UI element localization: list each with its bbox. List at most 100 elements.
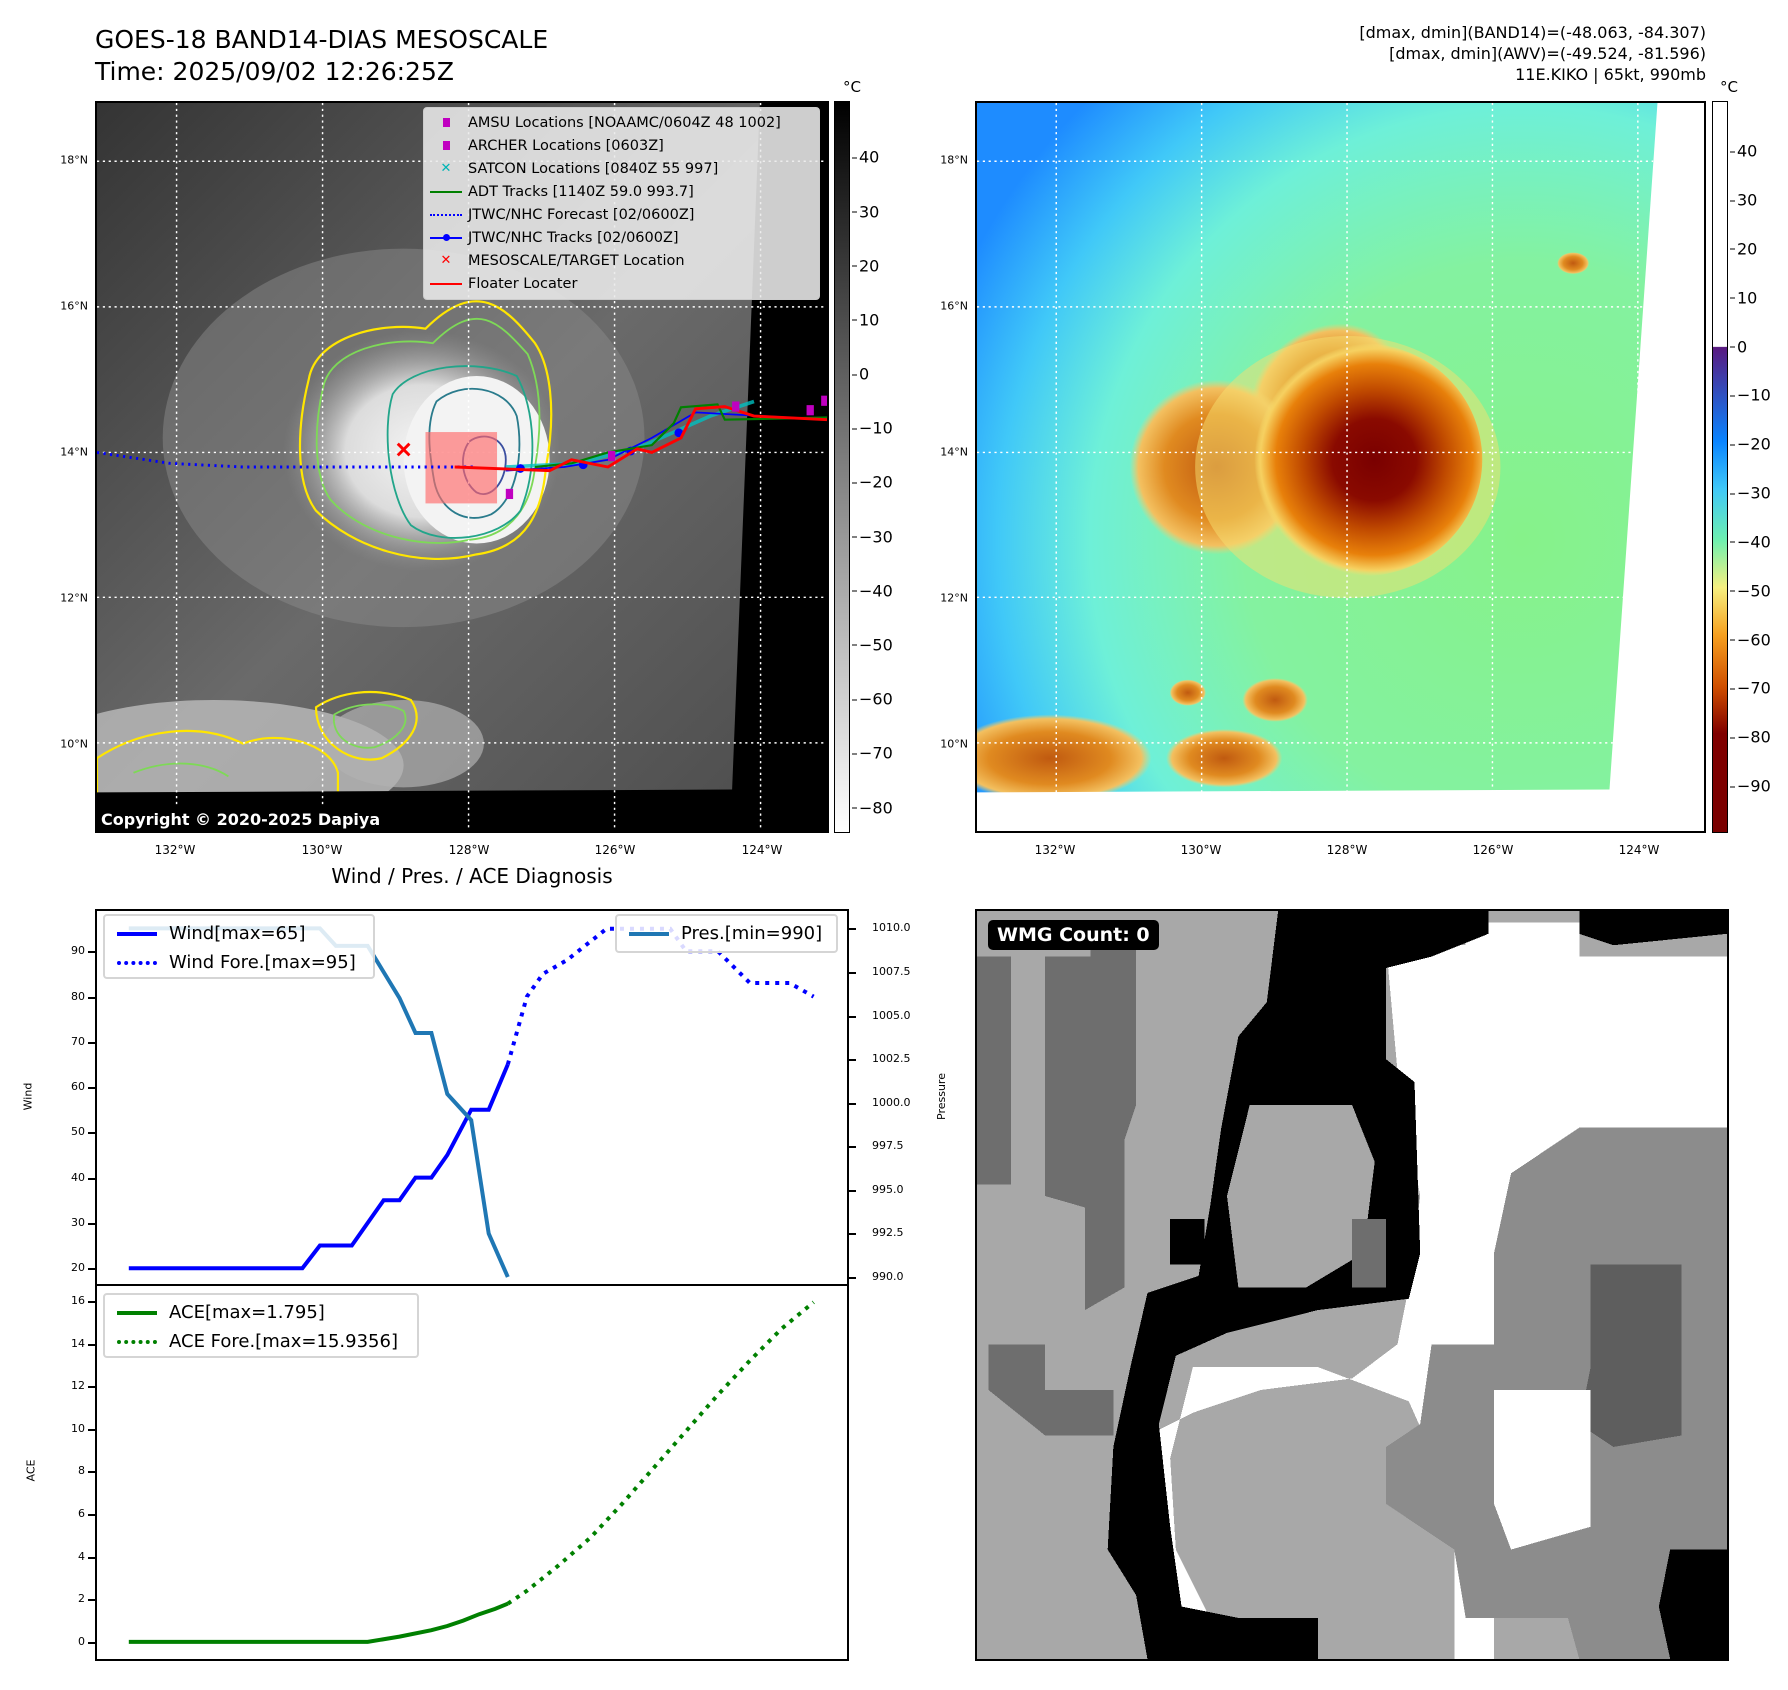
copyright-label: Copyright © 2020-2025 Dapiya xyxy=(95,807,387,832)
colorbar-tick: 30 xyxy=(851,202,880,222)
right-colorbar xyxy=(1712,101,1728,833)
colorbar-tick: 20 xyxy=(1729,239,1758,259)
left-tick-label: 50 xyxy=(71,1125,85,1139)
colorbar-tick: −80 xyxy=(852,798,893,818)
lon-tick: 128°W xyxy=(448,843,490,857)
lon-tick: 124°W xyxy=(741,843,783,857)
left-tick-mark xyxy=(88,1386,95,1389)
left-tick-label: 6 xyxy=(78,1507,85,1521)
right-tick-mark xyxy=(849,928,856,931)
wmg-imagery xyxy=(977,911,1727,1659)
left-tick-mark xyxy=(88,1471,95,1474)
left-tick-label: 20 xyxy=(71,1261,85,1275)
left-tick-mark xyxy=(88,1556,95,1559)
right-tick-mark xyxy=(849,972,856,974)
lon-tick: 132°W xyxy=(154,843,196,857)
square-marker-icon xyxy=(424,118,468,127)
left-tick-mark xyxy=(88,1041,95,1044)
left-tick-mark xyxy=(88,1087,95,1090)
colorbar-tick: −90 xyxy=(1730,776,1771,796)
product-title: GOES-18 BAND14-DIAS MESOSCALE xyxy=(95,25,549,54)
right-tick-mark xyxy=(849,1015,856,1018)
lat-tick: 16°N xyxy=(940,299,968,313)
colorbar-tick: −60 xyxy=(1730,630,1771,650)
left-tick-label: 8 xyxy=(78,1464,85,1478)
left-tick-label: 16 xyxy=(71,1293,85,1307)
series-line-pres--min----- xyxy=(128,926,510,1278)
band14-stats: [dmax, dmin](BAND14)=(-48.063, -84.307) xyxy=(1359,23,1706,42)
right-tick-label: 1005.0 xyxy=(872,1008,911,1022)
colorbar-tick: 10 xyxy=(851,310,880,330)
pressure-axis-label: Pressure xyxy=(934,1073,948,1120)
colorbar-tick: −10 xyxy=(1730,385,1771,405)
line-icon xyxy=(424,190,468,193)
legend-item-jtwc: JTWC/NHC Tracks [02/0600Z] xyxy=(424,226,819,249)
right-tick-mark xyxy=(849,1233,856,1236)
wmg-count-badge: WMG Count: 0 xyxy=(988,920,1159,950)
left-tick-label: 2 xyxy=(78,1592,85,1606)
lon-tick: 124°W xyxy=(1618,843,1660,857)
right-tick-mark xyxy=(849,1059,856,1062)
left-tick-label: 10 xyxy=(71,1421,85,1435)
map-legend: AMSU Locations [NOAAMC/0604Z 48 1002] AR… xyxy=(423,107,820,300)
colorbar-tick: −50 xyxy=(1730,581,1771,601)
line-dot-icon xyxy=(424,234,468,241)
solid-line-icon xyxy=(617,931,681,936)
dotted-line-icon xyxy=(105,960,169,965)
left-tick-label: 60 xyxy=(71,1080,85,1094)
right-tick-label: 995.0 xyxy=(872,1182,904,1196)
legend-item-satcon: ✕ SATCON Locations [0840Z 55 997] xyxy=(424,157,819,180)
ace-axis-label: ACE xyxy=(24,1459,38,1482)
left-tick-mark xyxy=(88,1343,95,1346)
colorbar-tick: −50 xyxy=(852,635,893,655)
target-marker xyxy=(396,442,411,457)
scan-time: Time: 2025/09/02 12:26:25Z xyxy=(95,57,454,86)
awv-color-map xyxy=(975,101,1706,833)
left-tick-label: 90 xyxy=(71,944,85,958)
left-tick-mark xyxy=(88,1599,95,1602)
forecast-track xyxy=(97,451,477,469)
left-tick-mark xyxy=(88,1428,95,1431)
right-tick-label: 1007.5 xyxy=(872,965,911,978)
legend-item-floater: Floater Locater xyxy=(424,272,819,295)
left-tick-mark xyxy=(88,1268,95,1271)
right-tick-label: 1010.0 xyxy=(872,921,911,935)
left-tick-label: 4 xyxy=(78,1549,85,1563)
right-tick-label: 997.5 xyxy=(872,1139,904,1153)
left-tick-label: 30 xyxy=(71,1215,85,1229)
pressure-legend: Pres.[min=990] xyxy=(615,914,838,953)
colorbar-tick: 30 xyxy=(1729,190,1758,210)
lon-tick: 132°W xyxy=(1034,843,1076,857)
colorbar-tick: −40 xyxy=(852,581,893,601)
stats-block: [dmax, dmin](BAND14)=(-48.063, -84.307) … xyxy=(1359,22,1706,85)
lon-tick: 126°W xyxy=(1472,843,1514,857)
dotted-line-icon xyxy=(105,1339,169,1344)
awv-stats: [dmax, dmin](AWV)=(-49.524, -81.596) xyxy=(1389,44,1706,63)
right-tick-mark xyxy=(849,1189,856,1192)
left-tick-mark xyxy=(88,951,95,954)
adt-track xyxy=(534,403,827,469)
solid-line-icon xyxy=(105,931,169,936)
series-line-ace-max------- xyxy=(128,1601,509,1644)
chart-title: Wind / Pres. / ACE Diagnosis xyxy=(331,864,613,888)
square-marker-icon xyxy=(424,141,468,150)
x-marker-icon: ✕ xyxy=(440,161,452,176)
left-tick-mark xyxy=(88,1177,95,1180)
left-tick-mark xyxy=(88,1300,95,1303)
amsu-archer-markers xyxy=(505,395,827,500)
right-tick-mark xyxy=(849,1146,856,1149)
legend-item-ace-forecast: ACE Fore.[max=15.9356] xyxy=(105,1327,417,1356)
ace-svg xyxy=(128,1300,815,1644)
right-tick-label: 992.5 xyxy=(872,1226,904,1240)
solid-line-icon xyxy=(105,1310,169,1315)
lat-tick: 10°N xyxy=(60,737,88,751)
wind-legend: Wind[max=65] Wind Fore.[max=95] xyxy=(103,914,375,979)
left-colorbar xyxy=(834,101,850,833)
colorbar-tick: −20 xyxy=(1730,434,1771,454)
legend-item-target: ✕ MESOSCALE/TARGET Location xyxy=(424,249,819,272)
colorbar-tick: −60 xyxy=(852,689,893,709)
lat-tick: 12°N xyxy=(60,591,88,605)
colorbar-tick: 40 xyxy=(851,147,880,167)
colorbar-tick: −70 xyxy=(852,743,893,763)
lon-tick: 126°W xyxy=(594,843,636,857)
